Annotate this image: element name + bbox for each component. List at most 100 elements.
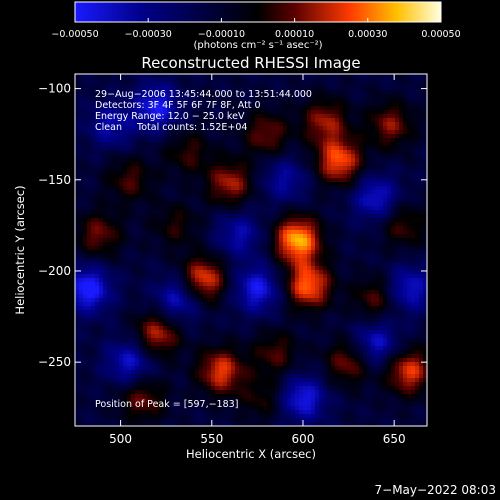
heatmap-cell bbox=[231, 230, 236, 235]
heatmap-cell bbox=[231, 126, 236, 131]
heatmap-cell bbox=[171, 234, 176, 239]
heatmap-cell bbox=[343, 286, 348, 291]
heatmap-cell bbox=[123, 98, 128, 103]
heatmap-cell bbox=[383, 226, 388, 231]
heatmap-cell bbox=[119, 270, 124, 275]
heatmap-cell bbox=[107, 290, 112, 295]
heatmap-cell bbox=[123, 158, 128, 163]
heatmap-cell bbox=[203, 242, 208, 247]
heatmap-cell bbox=[139, 138, 144, 143]
heatmap-cell bbox=[219, 238, 224, 243]
heatmap-cell bbox=[343, 190, 348, 195]
heatmap-cell bbox=[95, 258, 100, 263]
heatmap-cell bbox=[355, 282, 360, 287]
heatmap-cell bbox=[283, 194, 288, 199]
heatmap-cell bbox=[331, 266, 336, 271]
heatmap-cell bbox=[327, 134, 332, 139]
heatmap-cell bbox=[303, 274, 308, 279]
heatmap-cell bbox=[131, 186, 136, 191]
heatmap-cell bbox=[383, 210, 388, 215]
heatmap-cell bbox=[183, 282, 188, 287]
heatmap-cell bbox=[127, 286, 132, 291]
heatmap-cell bbox=[211, 190, 216, 195]
heatmap-cell bbox=[387, 238, 392, 243]
heatmap-cell bbox=[275, 106, 280, 111]
heatmap-cell bbox=[419, 142, 424, 147]
heatmap-cell bbox=[127, 110, 132, 115]
heatmap-cell bbox=[251, 246, 256, 251]
heatmap-cell bbox=[267, 270, 272, 275]
heatmap-cell bbox=[259, 150, 264, 155]
heatmap-cell bbox=[403, 190, 408, 195]
heatmap-cell bbox=[203, 138, 208, 143]
heatmap-cell bbox=[103, 298, 108, 303]
heatmap-cell bbox=[183, 258, 188, 263]
heatmap-cell bbox=[355, 82, 360, 87]
heatmap-cell bbox=[399, 230, 404, 235]
heatmap-cell bbox=[167, 78, 172, 83]
heatmap-cell bbox=[331, 214, 336, 219]
heatmap-cell bbox=[95, 266, 100, 271]
heatmap-cell bbox=[275, 190, 280, 195]
heatmap-cell bbox=[419, 262, 424, 267]
heatmap-cell bbox=[251, 90, 256, 95]
heatmap-cell bbox=[91, 254, 96, 259]
heatmap-cell bbox=[411, 226, 416, 231]
heatmap-cell bbox=[247, 202, 252, 207]
heatmap-cell bbox=[415, 162, 420, 167]
heatmap-cell bbox=[155, 202, 160, 207]
heatmap-cell bbox=[115, 214, 120, 219]
heatmap-cell bbox=[199, 86, 204, 91]
heatmap-cell bbox=[419, 186, 424, 191]
heatmap-cell bbox=[227, 226, 232, 231]
heatmap-cell bbox=[387, 218, 392, 223]
heatmap-cell bbox=[335, 290, 340, 295]
heatmap-cell bbox=[347, 226, 352, 231]
heatmap-cell bbox=[307, 182, 312, 187]
heatmap-cell bbox=[371, 82, 376, 87]
heatmap-cell bbox=[331, 142, 336, 147]
heatmap-cell bbox=[223, 198, 228, 203]
heatmap-cell bbox=[135, 134, 140, 139]
heatmap-cell bbox=[199, 182, 204, 187]
heatmap-cell bbox=[223, 138, 228, 143]
heatmap-cell bbox=[147, 258, 152, 263]
heatmap-cell bbox=[391, 246, 396, 251]
heatmap-cell bbox=[191, 106, 196, 111]
heatmap-cell bbox=[371, 170, 376, 175]
heatmap-cell bbox=[347, 270, 352, 275]
heatmap-cell bbox=[119, 190, 124, 195]
heatmap-cell bbox=[339, 106, 344, 111]
heatmap-cell bbox=[331, 106, 336, 111]
heatmap-cell bbox=[143, 170, 148, 175]
heatmap-cell bbox=[227, 238, 232, 243]
heatmap-cell bbox=[423, 290, 427, 295]
heatmap-cell bbox=[347, 214, 352, 219]
heatmap-cell bbox=[351, 238, 356, 243]
heatmap-cell bbox=[339, 262, 344, 267]
heatmap-cell bbox=[207, 94, 212, 99]
heatmap-cell bbox=[299, 214, 304, 219]
heatmap-cell bbox=[367, 282, 372, 287]
heatmap-cell bbox=[363, 218, 368, 223]
heatmap-cell bbox=[323, 202, 328, 207]
heatmap-cell bbox=[155, 82, 160, 87]
heatmap-cell bbox=[411, 82, 416, 87]
heatmap-cell bbox=[287, 258, 292, 263]
heatmap-cell bbox=[387, 142, 392, 147]
heatmap-cell bbox=[227, 74, 232, 79]
heatmap-cell bbox=[131, 298, 136, 303]
heatmap-cell bbox=[367, 198, 372, 203]
heatmap-cell bbox=[219, 246, 224, 251]
heatmap-cell bbox=[163, 74, 168, 79]
heatmap-cell bbox=[255, 94, 260, 99]
heatmap-cell bbox=[375, 74, 380, 79]
heatmap-cell bbox=[95, 230, 100, 235]
heatmap-cell bbox=[239, 294, 244, 299]
heatmap-cell bbox=[355, 126, 360, 131]
heatmap-cell bbox=[147, 274, 152, 279]
heatmap-cell bbox=[187, 294, 192, 299]
heatmap-cell bbox=[311, 222, 316, 227]
heatmap-cell bbox=[79, 262, 84, 267]
heatmap-cell bbox=[131, 130, 136, 135]
